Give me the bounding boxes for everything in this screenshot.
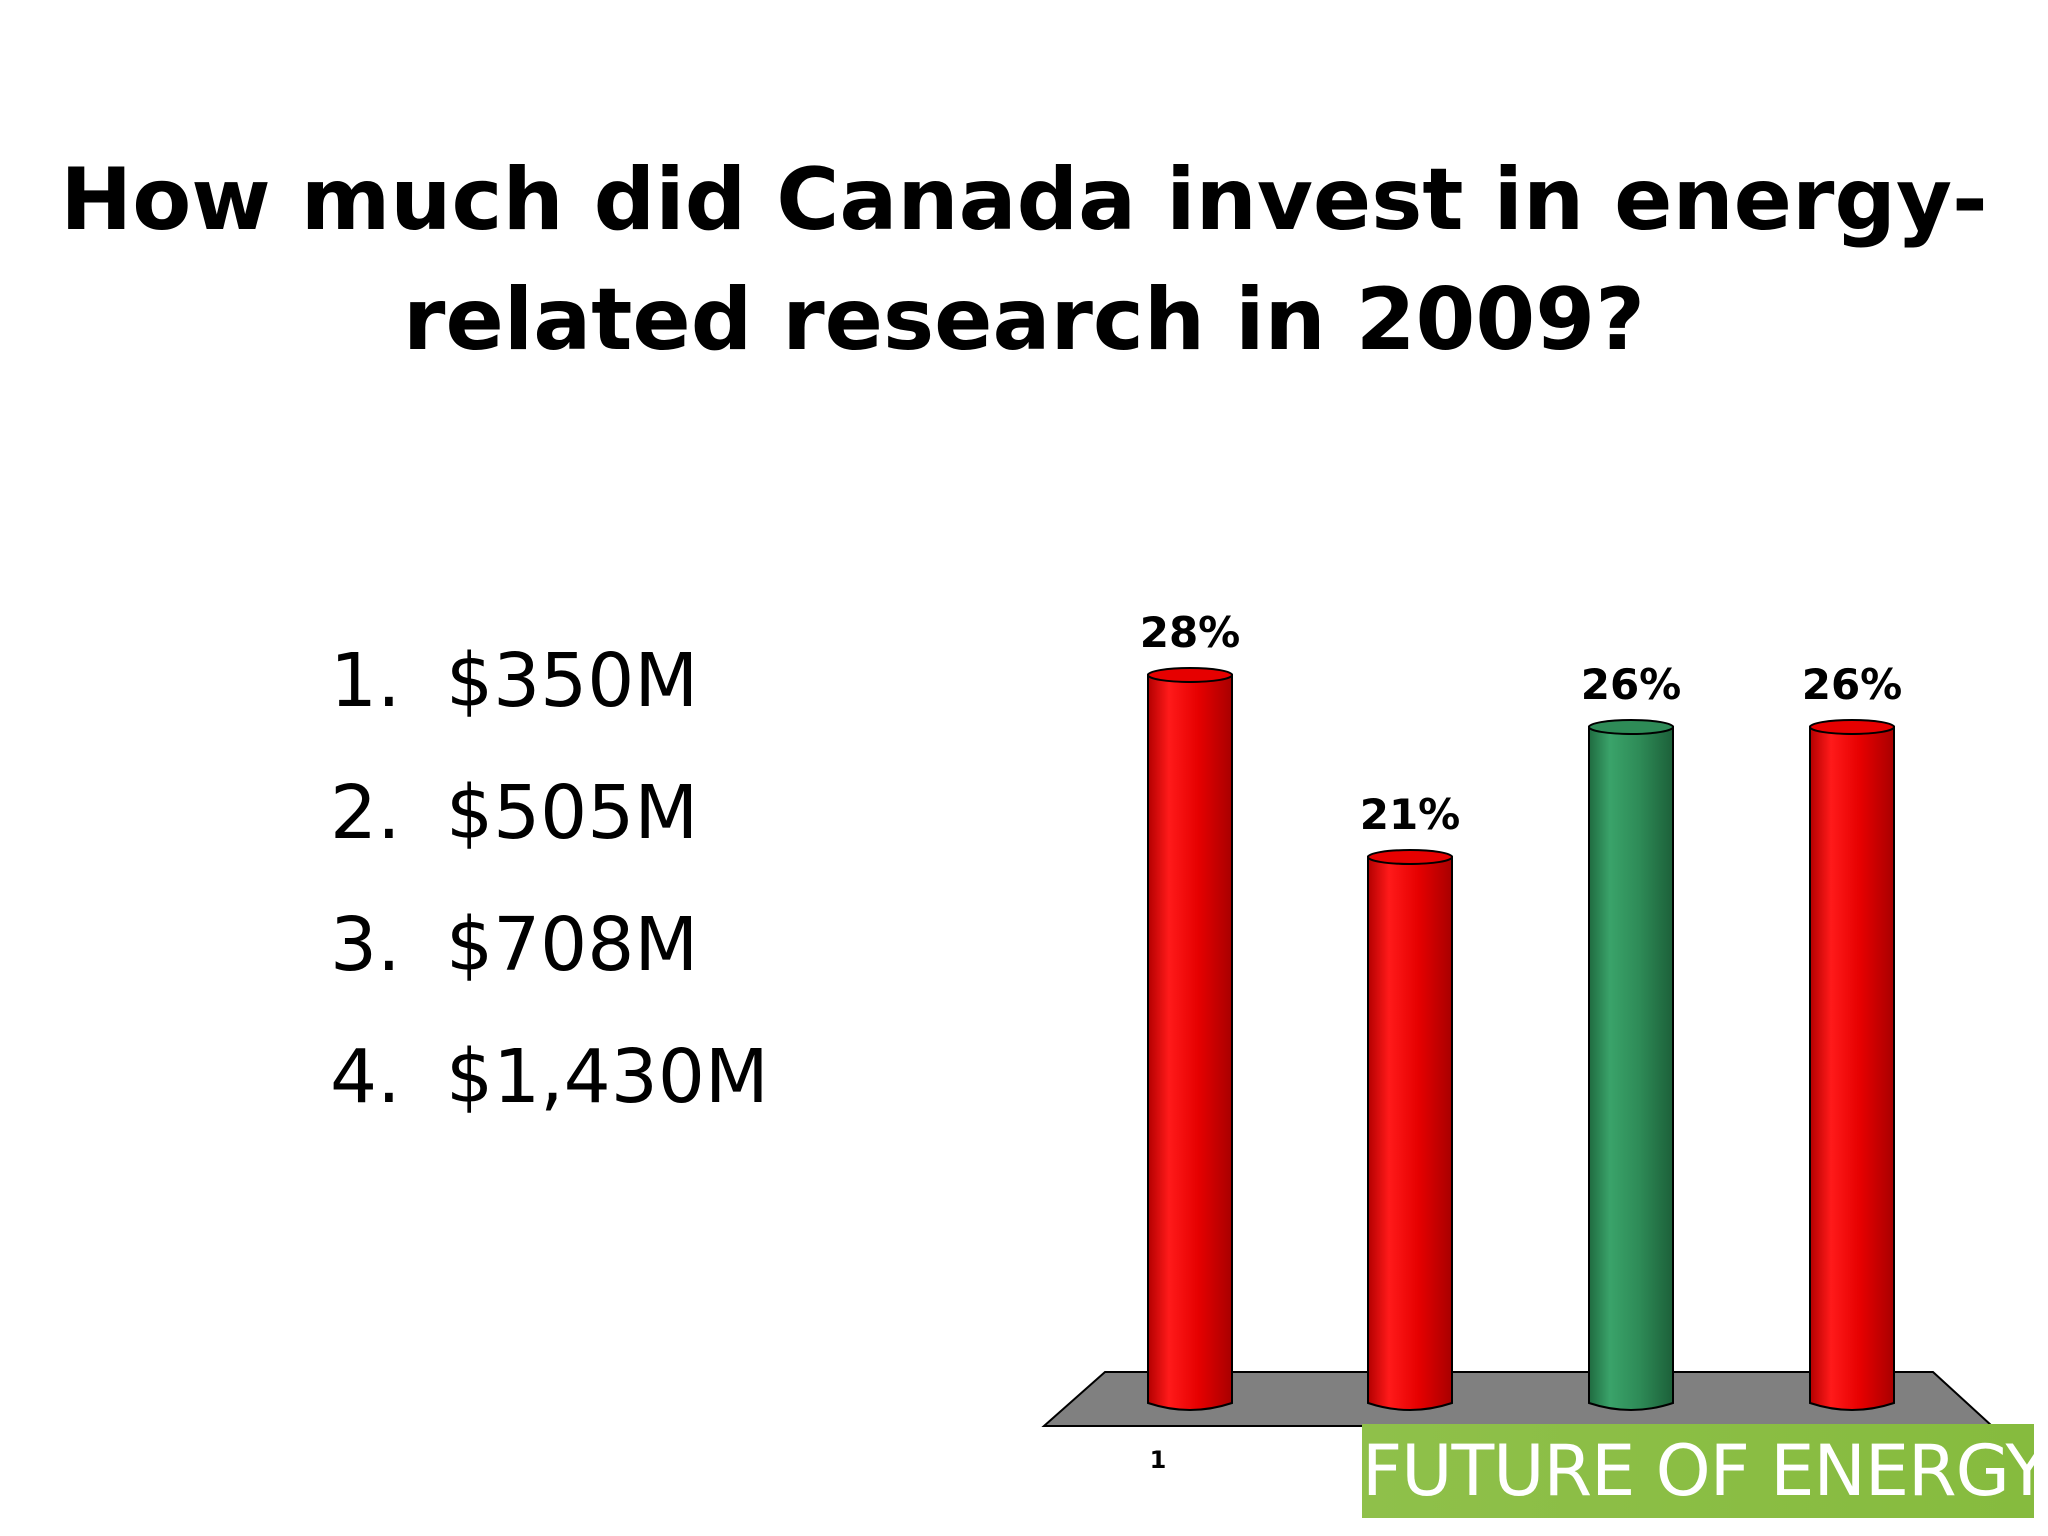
option-number: 4. xyxy=(330,1034,401,1120)
bar-4 xyxy=(1809,725,1895,1411)
data-labels-group: 28% 21% 26% 26% xyxy=(1140,608,1903,839)
future-of-energy-logo: FUTURE OF ENERGY xyxy=(1362,1424,2034,1518)
option-label: $350M xyxy=(446,638,699,724)
bar-cap-4 xyxy=(1809,719,1895,735)
option-number: 2. xyxy=(330,770,401,856)
bar-cap-1 xyxy=(1147,667,1233,683)
bars-group xyxy=(1147,667,1895,1411)
option-number: 3. xyxy=(330,902,401,988)
bar-2 xyxy=(1367,855,1453,1411)
bar-1 xyxy=(1147,673,1233,1411)
bar-3 xyxy=(1588,725,1674,1411)
title-line-2: related research in 2009? xyxy=(403,270,1645,370)
option-1: 1. $350M xyxy=(330,626,769,758)
option-3: 3. $708M xyxy=(330,890,769,1022)
data-label-4: 26% xyxy=(1802,660,1903,709)
option-label: $1,430M xyxy=(446,1034,769,1120)
data-label-2: 21% xyxy=(1360,790,1461,839)
option-2: 2. $505M xyxy=(330,758,769,890)
answer-options: 1. $350M 2. $505M 3. $708M 4. $1,430M xyxy=(330,626,769,1154)
bar-cap-2 xyxy=(1367,849,1453,865)
option-4: 4. $1,430M xyxy=(330,1022,769,1154)
slide-title: How much did Canada invest in energy- re… xyxy=(0,140,2048,380)
option-label: $505M xyxy=(446,770,699,856)
data-label-3: 26% xyxy=(1581,660,1682,709)
bar-cap-3 xyxy=(1588,719,1674,735)
option-label: $708M xyxy=(446,902,699,988)
x-tick-1: 1 xyxy=(1150,1446,1167,1474)
title-line-1: How much did Canada invest in energy- xyxy=(60,150,1988,250)
option-number: 1. xyxy=(330,638,401,724)
data-label-1: 28% xyxy=(1140,608,1241,657)
